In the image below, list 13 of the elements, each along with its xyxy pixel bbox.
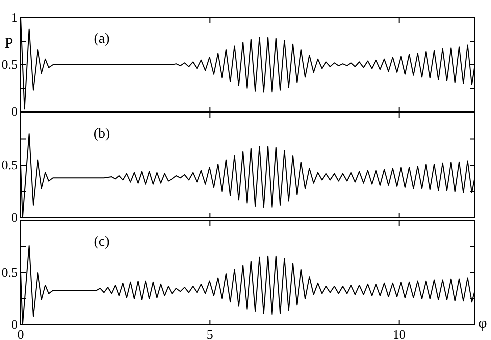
y-axis-title: P <box>4 36 14 52</box>
x-axis-title: φ <box>478 316 488 332</box>
annotation: (c) <box>94 235 110 250</box>
y-tick-label: 0 <box>12 210 18 225</box>
y-tick-label: 0.5 <box>2 265 18 280</box>
annotation: (a) <box>94 32 110 47</box>
y-tick-label: 0.5 <box>2 57 18 72</box>
annotation: (b) <box>94 127 110 142</box>
x-tick-label: 5 <box>206 327 214 340</box>
y-tick-label: 0.5 <box>2 158 18 172</box>
y-tick-label: 1 <box>12 10 18 25</box>
y-tick-label: 0 <box>12 104 18 119</box>
x-tick-label: 10 <box>392 327 406 340</box>
